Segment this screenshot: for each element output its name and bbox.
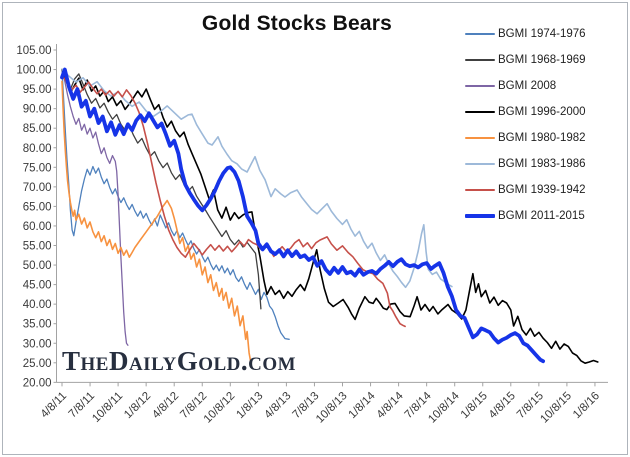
y-tick-label: 70.00 bbox=[23, 182, 52, 194]
x-tick-label: 4/8/14 bbox=[375, 390, 407, 422]
y-tick-label: 80.00 bbox=[23, 143, 52, 155]
y-tick-label: 50.00 bbox=[23, 260, 52, 272]
y-tick-label: 25.00 bbox=[23, 358, 52, 370]
legend-item: BGMI 1968-1969 bbox=[465, 47, 625, 73]
y-tick-label: 75.00 bbox=[23, 162, 52, 174]
y-tick-label: 65.00 bbox=[23, 201, 52, 213]
legend-label: BGMI 2008 bbox=[498, 80, 557, 92]
y-tick-label: 85.00 bbox=[23, 123, 52, 135]
legend-item: BGMI 1939-1942 bbox=[465, 177, 625, 203]
x-tick-label: 1/8/14 bbox=[347, 390, 379, 422]
legend-item: BGMI 1996-2000 bbox=[465, 99, 625, 125]
y-tick-label: 30.00 bbox=[23, 338, 52, 350]
x-tick-label: 4/8/15 bbox=[487, 390, 518, 421]
series-line-bgmi-1996-2000 bbox=[61, 68, 599, 365]
legend-label: BGMI 2011-2015 bbox=[498, 210, 585, 222]
legend-line-swatch bbox=[465, 189, 495, 191]
x-tick-label: 4/8/11 bbox=[39, 390, 69, 420]
legend-line-swatch bbox=[465, 33, 495, 35]
y-tick-label: 90.00 bbox=[23, 104, 52, 116]
x-tick-label: 10/8/11 bbox=[90, 390, 125, 425]
legend-label: BGMI 1996-2000 bbox=[498, 106, 586, 118]
series-line-bgmi-1968-1969 bbox=[61, 68, 262, 310]
y-tick-label: 40.00 bbox=[23, 299, 52, 311]
series-line-bgmi-1980-1982 bbox=[61, 80, 252, 362]
chart-legend: BGMI 1974-1976 BGMI 1968-1969 BGMI 2008 BGM… bbox=[465, 21, 625, 229]
x-tick-label: 1/8/15 bbox=[459, 390, 490, 421]
y-tick-label: 20.00 bbox=[23, 377, 52, 389]
x-tick-label: 10/8/13 bbox=[314, 390, 350, 426]
chart-title: Gold Stocks Bears bbox=[201, 12, 393, 35]
legend-line-swatch bbox=[465, 85, 495, 87]
series-line-bgmi-2011-2015 bbox=[60, 67, 545, 364]
legend-line-swatch bbox=[465, 163, 495, 165]
legend-item: BGMI 2011-2015 bbox=[465, 203, 625, 229]
y-tick-label: 35.00 bbox=[23, 319, 52, 331]
series-line-bgmi-1939-1942 bbox=[61, 74, 406, 328]
series-line-bgmi-2008 bbox=[61, 68, 129, 346]
x-tick-label: 4/8/13 bbox=[262, 390, 293, 421]
legend-label: BGMI 1968-1969 bbox=[498, 54, 586, 66]
legend-line-swatch bbox=[465, 59, 495, 61]
legend-item: BGMI 1983-1986 bbox=[465, 151, 625, 177]
y-tick-label: 60.00 bbox=[23, 221, 52, 233]
y-tick-label: 105.00 bbox=[16, 45, 51, 57]
y-tick-label: 55.00 bbox=[23, 241, 52, 253]
x-tick-label: 10/8/14 bbox=[426, 390, 462, 426]
legend-label: BGMI 1939-1942 bbox=[498, 184, 586, 196]
y-tick-label: 95.00 bbox=[23, 84, 52, 96]
legend-label: BGMI 1980-1982 bbox=[498, 132, 586, 144]
x-tick-label: 1/8/13 bbox=[234, 390, 265, 421]
legend-line-swatch bbox=[465, 214, 495, 218]
legend-label: BGMI 1983-1986 bbox=[498, 158, 586, 170]
x-tick-label: 10/8/12 bbox=[202, 390, 238, 426]
watermark-logo: TheDailyGold.com bbox=[62, 346, 297, 376]
legend-item: BGMI 1980-1982 bbox=[465, 125, 625, 151]
legend-item: BGMI 2008 bbox=[465, 73, 625, 99]
x-tick-label: 10/8/15 bbox=[538, 390, 574, 426]
legend-line-swatch bbox=[465, 111, 495, 113]
x-tick-label: 4/8/12 bbox=[150, 390, 181, 421]
series-line-bgmi-1974-1976 bbox=[61, 68, 290, 340]
x-tick-label: 1/8/12 bbox=[122, 390, 153, 421]
legend-item: BGMI 1974-1976 bbox=[465, 21, 625, 47]
legend-label: BGMI 1974-1976 bbox=[498, 28, 586, 40]
y-tick-label: 100.00 bbox=[16, 65, 51, 77]
legend-line-swatch bbox=[465, 137, 495, 139]
y-tick-label: 45.00 bbox=[23, 280, 52, 292]
x-tick-label: 1/8/16 bbox=[571, 390, 602, 421]
